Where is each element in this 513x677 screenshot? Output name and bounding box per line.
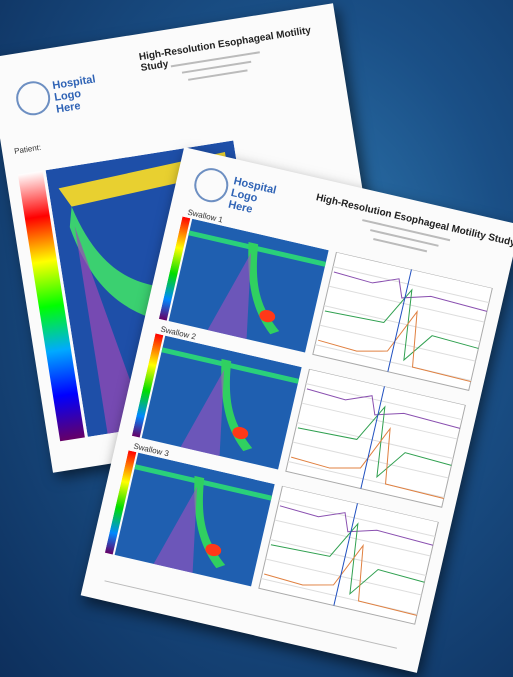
trace-plot [313,252,493,390]
logo-text: Hospital Logo Here [227,175,284,221]
patient-label: Patient: [14,143,42,156]
trace-plot [259,486,439,624]
logo-icon [191,165,232,206]
logo-text: Hospital Logo Here [52,72,107,115]
title: High-Resolution Esophageal Motility Stud… [138,21,339,74]
trace-plot [286,369,466,507]
scene: Hospital Logo Here High-Resolution Esoph… [0,0,513,677]
logo-icon [14,79,53,118]
